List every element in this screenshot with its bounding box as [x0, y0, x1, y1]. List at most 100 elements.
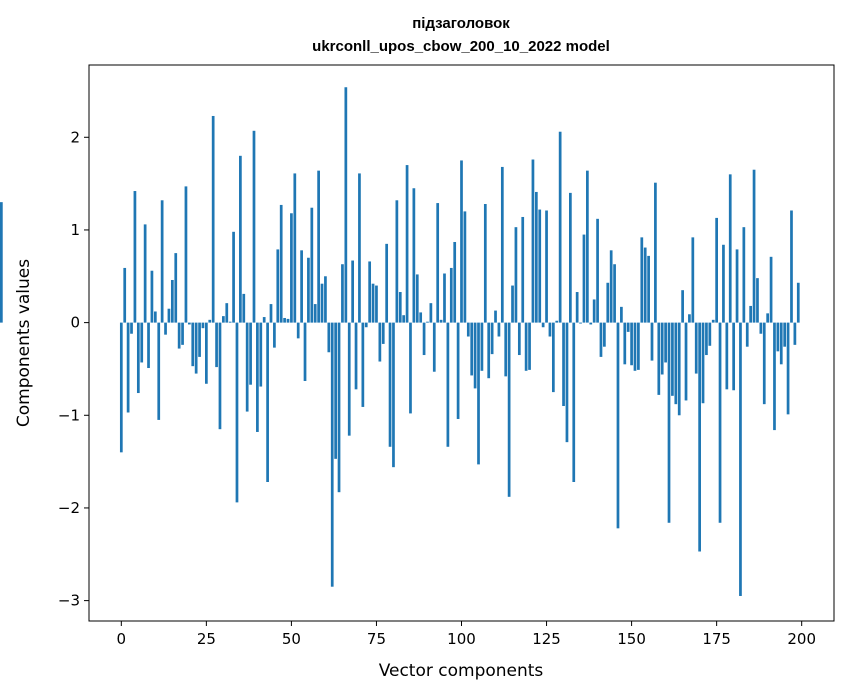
bar-148 — [623, 322, 627, 365]
bar-51 — [293, 173, 297, 323]
bar-76 — [378, 322, 382, 362]
bar-125 — [545, 210, 548, 323]
bar-124 — [541, 322, 545, 328]
bar-166 — [684, 322, 688, 401]
y-tick-label: 1 — [70, 221, 80, 239]
bar-9 — [150, 270, 154, 323]
bar-87 — [415, 274, 419, 323]
bar-113 — [504, 322, 508, 377]
bar-30 — [222, 316, 225, 323]
bar-115 — [511, 285, 514, 323]
bar-177 — [722, 244, 725, 323]
bar-58 — [317, 170, 320, 323]
bar-89 — [422, 322, 426, 356]
bar-102 — [466, 322, 470, 337]
bar-192 — [773, 322, 776, 431]
bar-42 — [262, 317, 266, 323]
bar-112 — [500, 166, 504, 323]
bar-190 — [766, 313, 770, 323]
bar-67 — [347, 322, 351, 436]
bar-142 — [603, 322, 606, 347]
y-tick-label: −2 — [58, 499, 80, 517]
bar-170 — [698, 322, 701, 552]
bar-44 — [269, 304, 273, 323]
bar-33 — [232, 231, 235, 323]
bar-136 — [582, 234, 586, 323]
bar-95 — [443, 273, 446, 323]
bar-139 — [592, 299, 596, 323]
bar-32 — [228, 321, 232, 323]
bar-5 — [136, 322, 140, 394]
bar-195 — [783, 322, 787, 347]
bar-126 — [548, 322, 552, 337]
bar-189 — [762, 322, 766, 405]
bar-10 — [153, 311, 157, 323]
bar-159 — [660, 322, 664, 375]
bar-140 — [596, 218, 599, 323]
bar-103 — [470, 322, 474, 376]
bar-82 — [398, 292, 402, 323]
bar-154 — [643, 247, 647, 323]
bar-145 — [613, 264, 616, 323]
bar-141 — [599, 322, 603, 357]
y-tick-label: 2 — [70, 128, 80, 146]
bar-48 — [283, 317, 286, 323]
bar-134 — [575, 292, 579, 323]
bar-24 — [201, 322, 205, 329]
bar-122 — [534, 191, 538, 323]
bar-74 — [371, 283, 375, 323]
bar-97 — [449, 267, 453, 323]
bar-109 — [490, 322, 494, 355]
bar-45 — [273, 322, 276, 348]
bar-26 — [208, 319, 212, 323]
bar-128 — [555, 320, 559, 323]
bars-group — [0, 87, 800, 596]
chart-subtitle: ukrconll_upos_cbow_200_10_2022 model — [312, 38, 610, 55]
bar-118 — [521, 216, 525, 323]
bar-130 — [562, 322, 565, 407]
bar-172 — [705, 322, 708, 356]
chart-title: підзаголовок — [412, 15, 510, 32]
bar-129 — [558, 131, 562, 323]
bar-114 — [507, 322, 511, 497]
bar-21 — [191, 322, 195, 367]
bar-116 — [514, 227, 518, 323]
x-tick-label: 0 — [117, 630, 127, 648]
bar-85 — [409, 322, 412, 414]
bar-75 — [375, 285, 378, 323]
bar-96 — [446, 322, 450, 447]
bar-3 — [130, 322, 133, 334]
x-axis-ticks: 0 25 50 75 100 125 150 175 200 — [117, 621, 816, 648]
bar-98 — [453, 241, 457, 323]
bar-73 — [368, 261, 372, 323]
bar-156 — [650, 322, 654, 361]
bar-108 — [487, 322, 491, 379]
bar-176 — [718, 322, 722, 523]
bar-undefined — [0, 202, 3, 323]
bar-37 — [245, 322, 249, 412]
bar-38 — [249, 322, 252, 385]
bar-175 — [715, 217, 718, 323]
bar-49 — [286, 318, 290, 323]
y-axis-label: Components values — [14, 259, 34, 427]
bar-180 — [732, 322, 736, 391]
bar-60 — [324, 276, 327, 323]
bar-4 — [133, 191, 137, 323]
bar-1 — [123, 267, 127, 323]
bar-7 — [143, 224, 147, 323]
bar-99 — [456, 322, 460, 419]
bar-185 — [749, 305, 753, 323]
bar-63 — [334, 322, 337, 459]
bar-188 — [759, 322, 763, 334]
bar-19 — [184, 186, 188, 323]
x-tick-label: 25 — [197, 630, 216, 648]
bar-191 — [769, 256, 773, 323]
y-tick-label: −3 — [58, 592, 80, 610]
bar-68 — [351, 260, 354, 323]
bar-71 — [361, 322, 365, 407]
bar-50 — [290, 213, 293, 323]
bar-162 — [671, 322, 674, 396]
bar-147 — [620, 306, 623, 323]
x-axis-label: Vector components — [379, 661, 544, 681]
bar-123 — [538, 209, 542, 323]
